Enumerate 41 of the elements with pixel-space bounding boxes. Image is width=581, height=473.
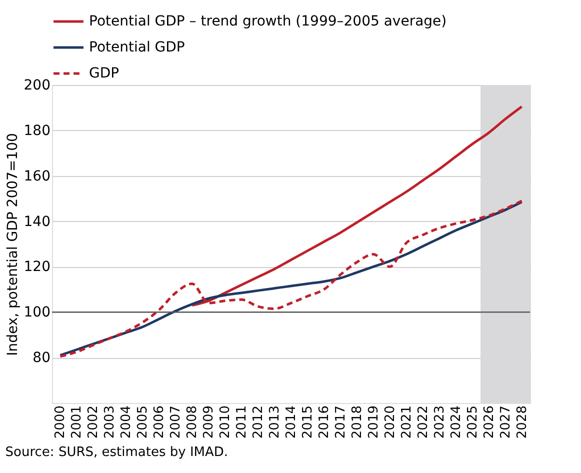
y-tick-label: 180 xyxy=(24,122,50,139)
x-tick-label: 2001 xyxy=(70,406,85,439)
y-tick-label: 160 xyxy=(24,168,50,184)
x-tick-label: 2015 xyxy=(300,406,316,439)
x-tick-label: 2013 xyxy=(268,406,283,439)
x-tick-label: 2025 xyxy=(465,406,480,439)
y-tick-label: 140 xyxy=(24,214,50,230)
legend-label: GDP xyxy=(89,66,120,82)
x-tick-label: 2009 xyxy=(202,406,217,439)
x-tick-label: 2004 xyxy=(119,406,134,439)
x-tick-label: 2014 xyxy=(284,406,299,439)
x-tick-label: 2028 xyxy=(514,406,530,439)
x-tick-label: 2023 xyxy=(432,406,448,439)
y-tick-label: 80 xyxy=(32,350,50,366)
x-tick-label: 2018 xyxy=(350,406,365,439)
x-tick-label: 2003 xyxy=(102,406,118,439)
x-tick-label: 2007 xyxy=(168,406,184,439)
x-tick-label: 2017 xyxy=(333,406,348,439)
x-tick-label: 2005 xyxy=(136,406,151,439)
x-tick-label: 2019 xyxy=(366,406,382,439)
x-tick-label: 2010 xyxy=(218,406,234,439)
x-tick-label: 2008 xyxy=(185,406,200,439)
x-tick-label: 2012 xyxy=(251,406,266,439)
x-tick-label: 2011 xyxy=(234,406,250,439)
x-tick-label: 2026 xyxy=(482,406,497,439)
x-tick-label: 2016 xyxy=(316,406,332,439)
y-tick-label: 120 xyxy=(24,259,50,276)
x-tick-label: 2027 xyxy=(498,406,514,439)
y-tick-label: 200 xyxy=(24,78,50,94)
x-tick-label: 2002 xyxy=(86,406,102,439)
x-tick-label: 2000 xyxy=(53,406,68,439)
legend-label: Potential GDP xyxy=(89,40,185,56)
x-tick-label: 2022 xyxy=(416,406,431,439)
y-axis-title: Index, potential GDP 2007=100 xyxy=(4,133,21,356)
x-tick-label: 2006 xyxy=(152,406,168,439)
y-tick-label: 100 xyxy=(24,304,50,321)
x-tick-label: 2021 xyxy=(399,406,414,439)
x-tick-label: 2024 xyxy=(448,406,464,439)
legend-label: Potential GDP – trend growth (1999–2005 average) xyxy=(89,14,447,30)
x-tick-label: 2020 xyxy=(382,406,398,439)
source-note: Source: SURS, estimates by IMAD. xyxy=(5,445,228,460)
